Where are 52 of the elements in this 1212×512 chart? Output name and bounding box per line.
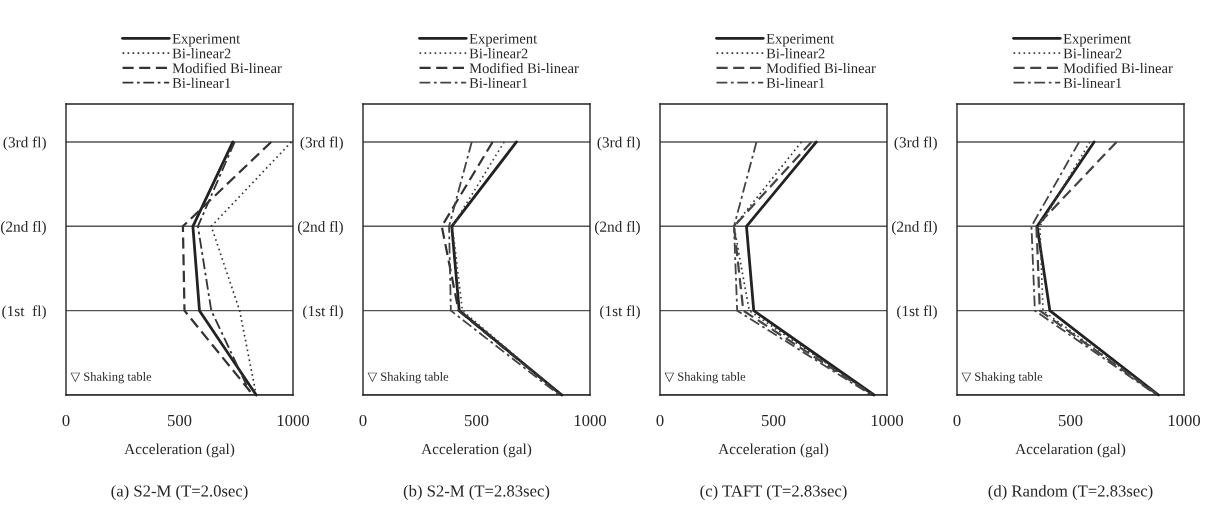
x-tick-label: 500 (761, 414, 786, 427)
x-tick-label: 500 (1058, 414, 1083, 427)
x-tick-label: 0 (953, 414, 961, 427)
legend-label: Experiment (1063, 33, 1132, 47)
legend-label: Bi-linear2 (172, 48, 231, 59)
annotation: ▽ Shaking table (961, 371, 1043, 384)
annotation: ▽ Shaking table (664, 371, 746, 384)
x-tick-label: 1000 (1168, 414, 1201, 427)
y-tick-label: (3rd fl) (300, 136, 343, 151)
y-tick-label: (2nd fl) (594, 220, 640, 235)
y-tick-label: (1st fl) (2, 305, 46, 320)
legend-label: Bi-linear2 (766, 48, 825, 59)
y-tick-label: (1st fl) (600, 305, 640, 320)
y-tick-label: (3rd fl) (597, 136, 640, 151)
legend-label: Bi-linear1 (172, 77, 231, 88)
legend-label: Experiment (766, 33, 835, 47)
y-tick-label: (1st fl) (897, 305, 937, 320)
y-tick-label: (2nd fl) (0, 220, 46, 235)
text: (b) S2-M (T=2.83sec) (403, 484, 550, 500)
y-tick-label: (2nd fl) (891, 220, 937, 235)
x-tick-label: 500 (167, 414, 192, 427)
x-tick-label: 500 (464, 414, 489, 427)
x-tick-label: 1000 (574, 414, 607, 427)
x-tick-label: 1000 (871, 414, 904, 427)
legend-label: Modified Bi-linear (172, 62, 282, 74)
x-axis-title: Acceleration (gal) (124, 443, 235, 458)
legend-label: Bi-linear1 (1063, 77, 1122, 88)
legend-label: Bi-linear2 (1063, 48, 1122, 59)
annotation: ▽ Shaking table (367, 371, 449, 384)
x-tick-label: 0 (62, 414, 70, 427)
x-tick-label: 1000 (277, 414, 310, 427)
y-tick-label: (3rd fl) (894, 136, 937, 151)
y-tick-label: (3rd fl) (3, 136, 46, 151)
legend-label: Bi-linear1 (469, 77, 528, 88)
y-tick-label: (2nd fl) (297, 220, 343, 235)
text: (c) TAFT (T=2.83sec) (700, 484, 847, 500)
x-tick-label: 0 (656, 414, 664, 427)
annotation: ▽ Shaking table (70, 371, 152, 384)
legend-label: Experiment (172, 33, 241, 47)
x-tick-label: 0 (359, 414, 367, 427)
legend-label: Bi-linear1 (766, 77, 825, 88)
legend-label: Modified Bi-linear (766, 62, 876, 74)
text: (d) Random (T=2.83sec) (988, 484, 1153, 500)
legend-label: Experiment (469, 33, 538, 47)
y-tick-label: (1st fl) (303, 305, 343, 320)
x-axis-title: Acceleration (gal) (421, 443, 532, 458)
legend-label: Modified Bi-linear (1063, 62, 1173, 74)
legend-label: Modified Bi-linear (469, 62, 579, 74)
text: (a) S2-M (T=2.0sec) (111, 484, 248, 500)
legend-label: Bi-linear2 (469, 48, 528, 59)
x-axis-title: Acceleration (gal) (718, 443, 829, 458)
x-axis-title: Accelaration (gal) (1015, 443, 1126, 458)
